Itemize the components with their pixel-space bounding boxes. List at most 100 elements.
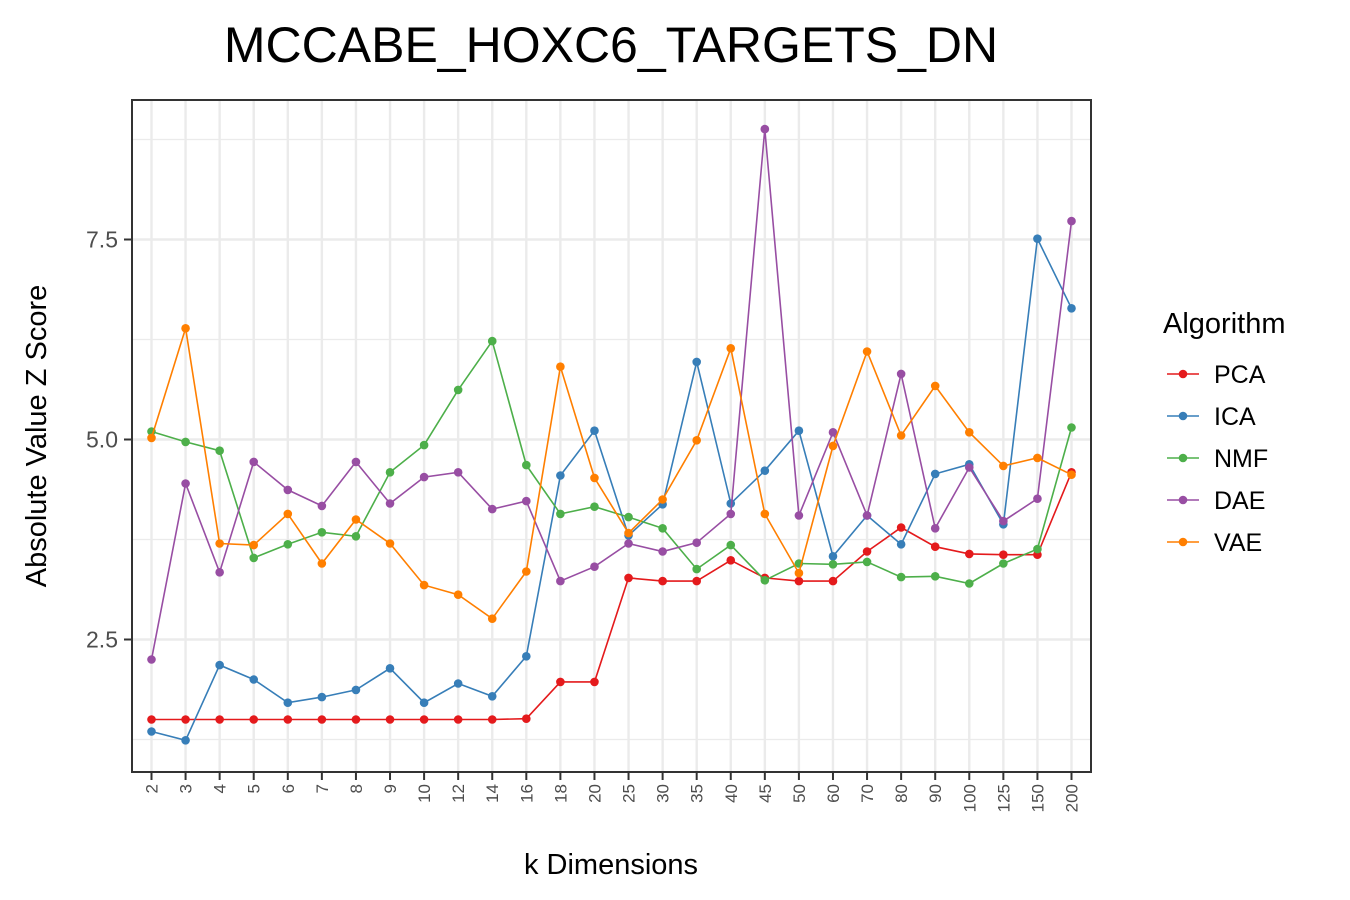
legend-label: VAE: [1214, 529, 1262, 557]
legend-title: Algorithm: [1163, 308, 1286, 340]
data-point-dae: [658, 547, 667, 556]
chart-title: MCCABE_HOXC6_TARGETS_DN: [224, 17, 998, 73]
data-point-vae: [930, 381, 940, 391]
data-point-pca: [794, 576, 804, 586]
data-point-nmf: [487, 336, 497, 346]
data-point-vae: [181, 324, 190, 333]
data-point-vae: [419, 580, 429, 590]
legend-label: PCA: [1214, 361, 1266, 389]
data-point-ica: [590, 426, 599, 436]
data-point-ica: [487, 692, 497, 701]
data-point-ica: [896, 540, 906, 549]
data-point-vae: [896, 431, 906, 440]
legend-item-pca: PCA: [1167, 361, 1266, 389]
data-point-nmf: [862, 557, 872, 567]
data-point-dae: [556, 576, 565, 586]
data-point-vae: [692, 436, 701, 445]
data-point-ica: [147, 727, 156, 736]
data-point-pca: [862, 547, 872, 556]
data-point-pca: [522, 714, 531, 723]
data-point-vae: [351, 515, 361, 524]
data-point-pca: [181, 715, 190, 724]
y-tick-label: 2.5: [86, 627, 118, 653]
series-dae: [147, 124, 1076, 664]
data-point-vae: [794, 568, 804, 578]
data-point-pca: [624, 573, 633, 583]
x-tick-label: 90: [926, 784, 945, 803]
x-tick-label: 5: [245, 784, 264, 793]
data-point-dae: [249, 457, 259, 467]
data-point-vae: [317, 559, 327, 568]
data-point-pca: [215, 715, 224, 724]
data-point-vae: [760, 509, 770, 519]
x-axis-title: k Dimensions: [524, 849, 698, 881]
data-point-dae: [794, 511, 804, 520]
data-point-nmf: [590, 502, 599, 512]
data-point-ica: [828, 552, 838, 561]
x-tick-label: 60: [824, 784, 843, 803]
data-point-dae: [215, 568, 224, 577]
legend-swatch-point: [1178, 411, 1188, 421]
data-point-nmf: [658, 524, 667, 533]
x-tick-label: 18: [551, 784, 570, 803]
data-point-nmf: [181, 437, 190, 447]
data-point-ica: [385, 664, 395, 673]
data-point-nmf: [726, 540, 736, 550]
data-point-vae: [249, 540, 259, 550]
data-point-vae: [828, 441, 838, 451]
data-point-dae: [385, 499, 395, 508]
x-tick-label: 4: [211, 784, 230, 793]
x-tick-label: 50: [790, 784, 809, 803]
data-point-dae: [351, 457, 361, 467]
data-point-ica: [283, 698, 293, 707]
data-point-pca: [828, 576, 838, 586]
legend-item-dae: DAE: [1167, 487, 1265, 515]
y-tick-label: 7.5: [86, 227, 118, 253]
data-point-dae: [181, 479, 190, 488]
data-point-pca: [556, 677, 565, 687]
data-point-pca: [385, 715, 395, 724]
data-point-ica: [760, 466, 770, 476]
data-point-nmf: [317, 528, 327, 537]
data-point-pca: [419, 715, 429, 724]
data-point-vae: [862, 347, 872, 356]
series-pca: [147, 468, 1076, 724]
data-point-dae: [147, 655, 156, 664]
data-point-pca: [453, 715, 463, 724]
series-line-pca: [151, 471, 1073, 721]
data-point-dae: [999, 516, 1008, 526]
x-tick-label: 200: [1063, 784, 1082, 812]
data-point-nmf: [1033, 544, 1042, 554]
data-point-vae: [999, 461, 1008, 471]
data-point-ica: [419, 698, 429, 707]
data-point-vae: [1067, 470, 1076, 480]
data-point-pca: [658, 576, 667, 586]
data-point-pca: [249, 715, 259, 724]
series-line-vae: [150, 328, 1072, 620]
data-point-nmf: [964, 579, 974, 588]
x-axis: 2 3 4 5 6 7 8 9 10 12 14 16 18 20 25 30 35 40 45 50 60 70 80 90…: [143, 772, 1082, 812]
data-point-vae: [624, 528, 633, 538]
data-point-ica: [249, 675, 259, 684]
data-point-nmf: [249, 553, 259, 563]
data-point-ica: [692, 357, 701, 367]
x-tick-label: 2: [143, 784, 162, 793]
data-point-dae: [453, 468, 463, 477]
data-point-vae: [487, 614, 497, 623]
data-point-nmf: [624, 512, 633, 522]
data-point-nmf: [828, 560, 838, 569]
data-point-vae: [522, 567, 531, 576]
data-point-dae: [1067, 216, 1076, 226]
data-point-vae: [1033, 453, 1042, 463]
x-tick-label: 70: [858, 784, 877, 803]
legend-label: NMF: [1214, 445, 1268, 473]
x-tick-label: 16: [517, 784, 536, 803]
data-point-vae: [453, 590, 463, 599]
data-point-dae: [862, 511, 872, 520]
data-point-vae: [590, 473, 599, 483]
x-tick-label: 8: [347, 784, 366, 793]
data-point-ica: [794, 426, 804, 436]
data-point-nmf: [351, 532, 361, 541]
x-tick-label: 30: [654, 784, 673, 803]
data-point-dae: [317, 501, 327, 511]
